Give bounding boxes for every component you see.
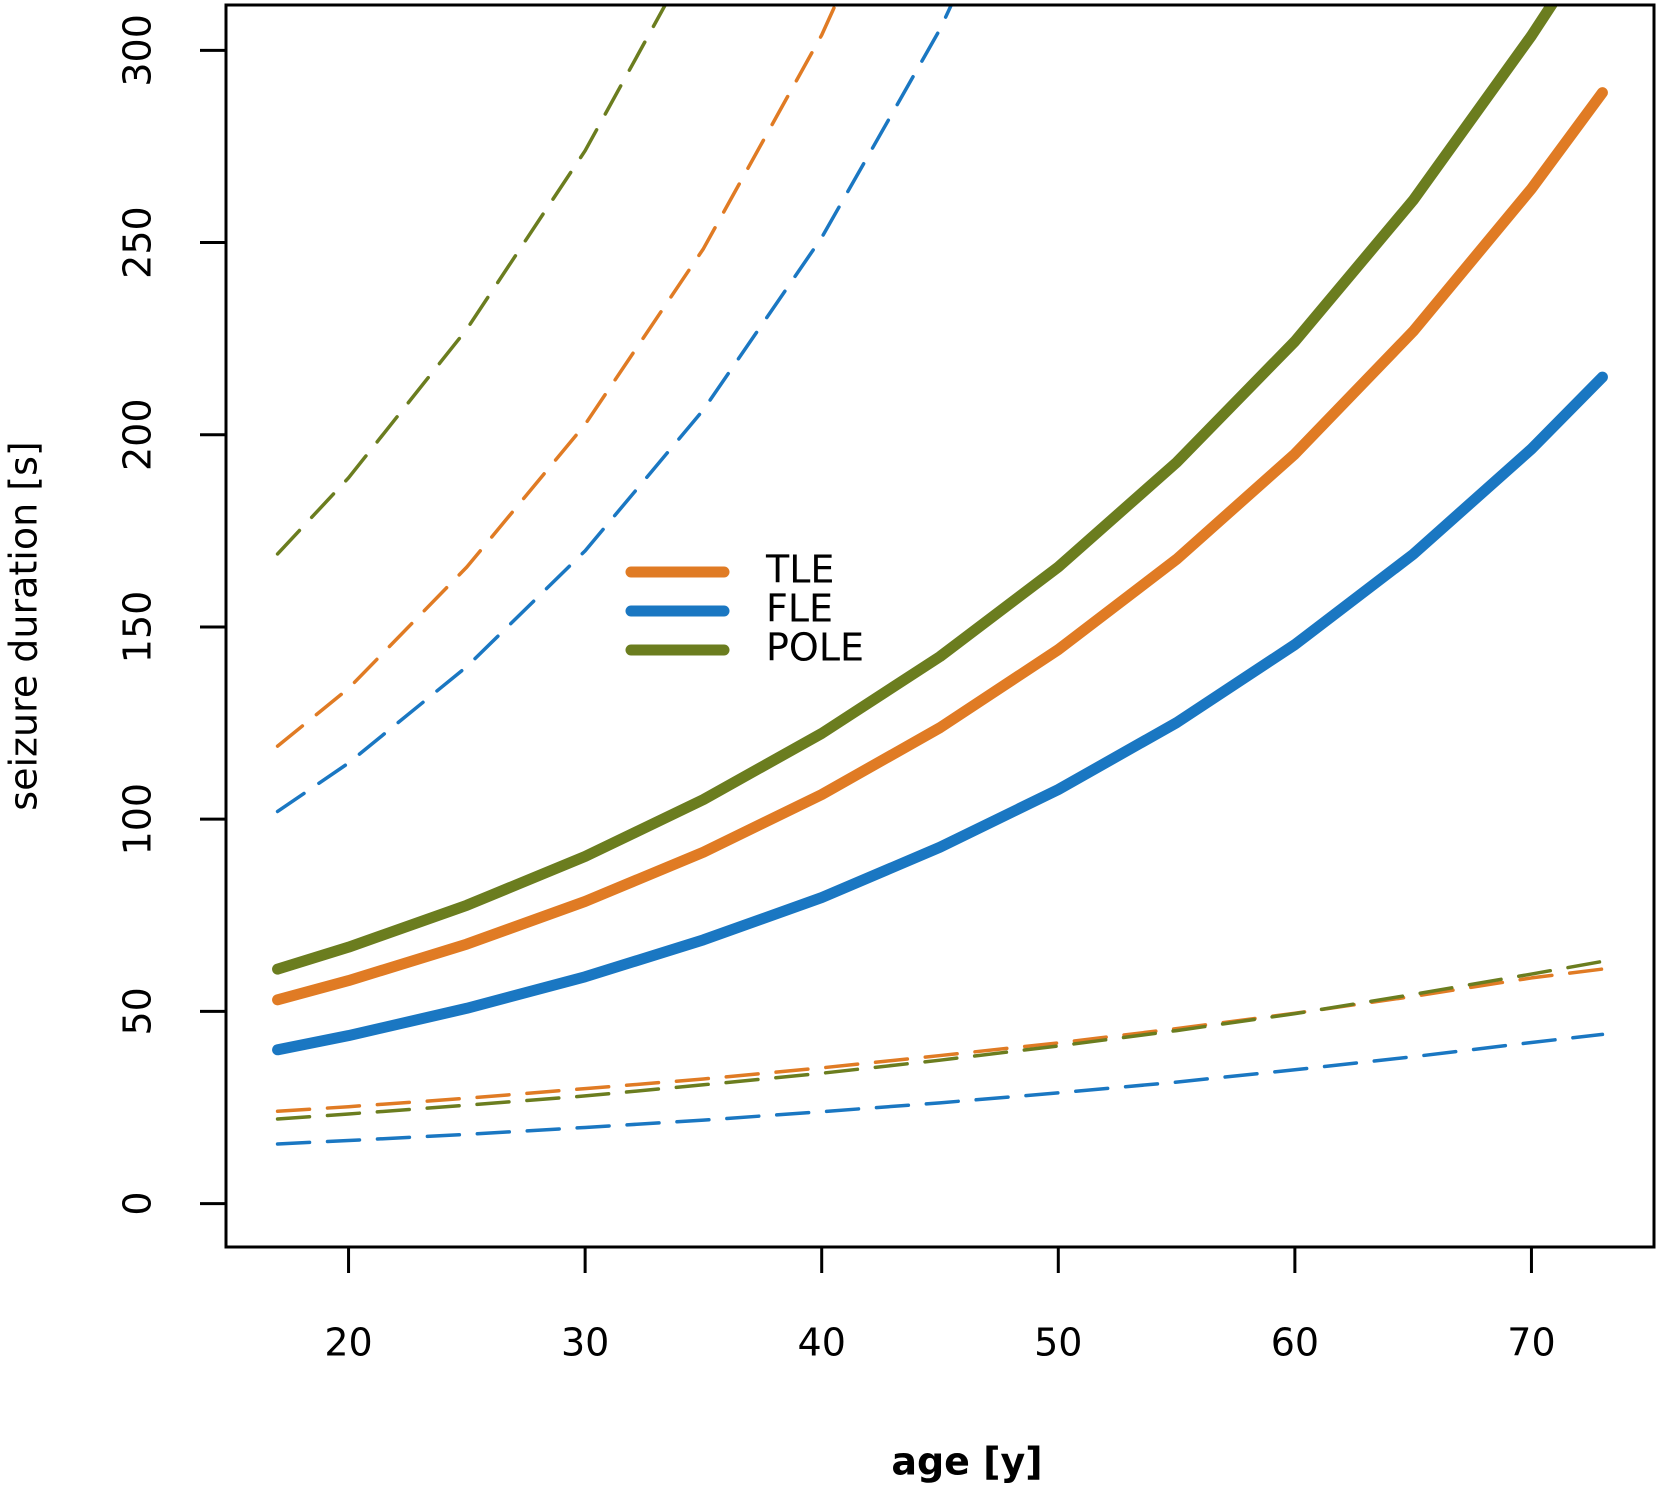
x-tick-label: 50	[1034, 1321, 1082, 1365]
plot-area	[272, 5, 1608, 1146]
fit-line	[272, 87, 1608, 1006]
y-tick-label: 100	[116, 783, 160, 856]
x-axis-title: age [y]	[891, 1440, 1042, 1484]
y-tick-label: 250	[116, 206, 160, 279]
y-tick-label: 300	[116, 14, 160, 87]
ci-line	[275, 959, 1605, 1121]
ci-line	[275, 5, 954, 814]
y-tick-label: 0	[116, 1191, 160, 1215]
y-tick-label: 200	[116, 398, 160, 471]
legend-label: POLE	[766, 626, 864, 670]
x-tick-label: 40	[798, 1321, 846, 1365]
y-tick-label: 150	[116, 591, 160, 664]
ci-line	[275, 5, 838, 748]
x-tick-label: 20	[324, 1321, 372, 1365]
ci-line	[275, 5, 668, 556]
fit-line	[272, 5, 1559, 975]
fit-line	[272, 371, 1608, 1056]
x-tick-label: 30	[561, 1321, 609, 1365]
legend-label: TLE	[765, 548, 834, 592]
y-tick-label: 50	[116, 987, 160, 1035]
x-tick-label: 60	[1271, 1321, 1319, 1365]
y-axis-title: seizure duration [s]	[2, 441, 46, 810]
legend-label: FLE	[766, 587, 833, 631]
ci-line	[275, 1032, 1605, 1146]
ci-line	[275, 967, 1605, 1114]
x-tick-label: 70	[1507, 1321, 1555, 1365]
